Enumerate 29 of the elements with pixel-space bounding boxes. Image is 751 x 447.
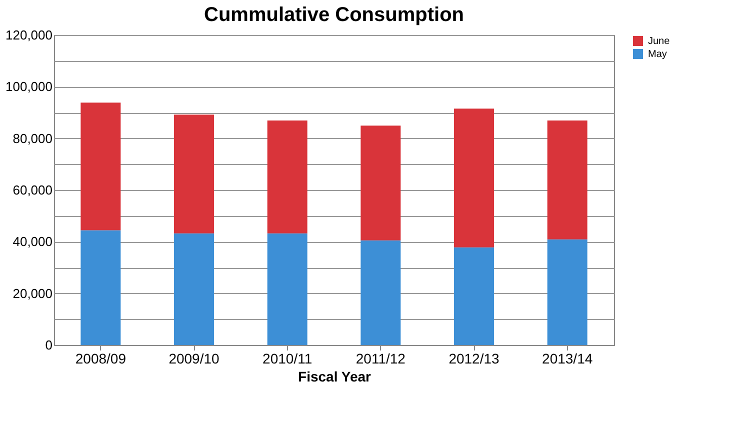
bar: [267, 120, 308, 234]
chart-title: Cummulative Consumption: [204, 4, 464, 26]
y-tick-label: 60,000: [12, 182, 52, 198]
x-tick-label: 2008/09: [75, 350, 126, 366]
y-tick-label: 80,000: [12, 130, 52, 146]
y-tick-label: 20,000: [12, 286, 52, 301]
bar: [360, 126, 401, 240]
legend-label: June: [648, 36, 670, 47]
bar: [547, 239, 588, 345]
y-tick-label: 100,000: [6, 79, 52, 94]
legend-label: May: [648, 49, 667, 60]
x-tick-label: 2012/13: [448, 350, 500, 366]
bar: [174, 114, 214, 234]
x-axis-title: Fiscal Year: [298, 368, 372, 384]
x-tick-label: 2009/10: [168, 350, 220, 366]
bar: [80, 230, 121, 345]
bar: [454, 247, 494, 345]
x-tick-label: 2013/14: [542, 350, 593, 366]
y-tick-label: 120,000: [6, 28, 52, 42]
bar: [174, 233, 214, 345]
bar: [80, 102, 121, 230]
bar: [267, 233, 308, 345]
bar: [360, 240, 401, 345]
x-tick-label: 2011/12: [356, 350, 406, 366]
y-tick-label: 40,000: [12, 234, 52, 250]
bar: [547, 120, 588, 240]
x-tick-label: 2010/11: [262, 350, 312, 366]
y-tick-label: 0: [45, 338, 52, 352]
bar: [454, 108, 494, 248]
